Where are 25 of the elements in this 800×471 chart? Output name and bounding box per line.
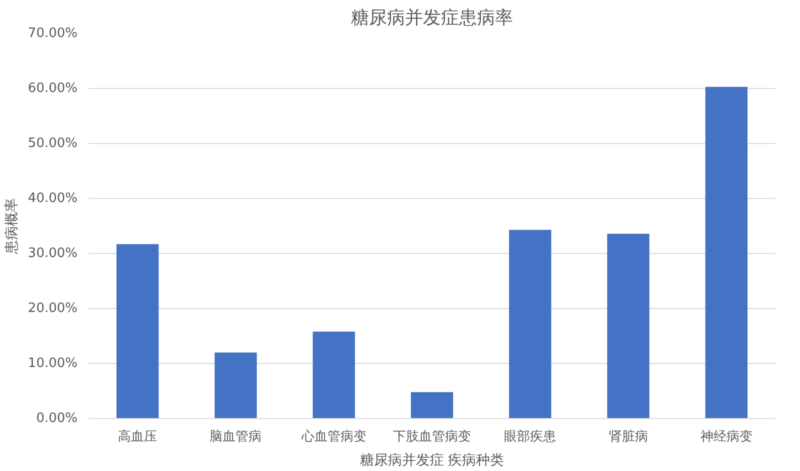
x-tick-label: 脑血管病 [210,430,262,444]
x-axis-title: 糖尿病并发症 疾病种类 [360,452,504,468]
bar [312,332,355,418]
x-tick-label: 高血压 [118,428,158,444]
y-tick-label: 60.00% [28,81,78,96]
bar [705,86,748,418]
bar [607,234,650,418]
bar [116,244,159,418]
y-tick-label: 70.00% [28,26,78,41]
bar [214,352,257,418]
y-tick-label: 0.00% [36,411,78,426]
bar [410,392,454,418]
bar [509,230,552,418]
x-tick-label: 眼部疾患 [504,430,556,444]
x-tick-label: 肾脏病 [608,430,648,444]
x-tick-label: 心血管病变 [300,428,366,444]
y-tick-label: 30.00% [28,246,78,261]
y-axis-title: 患病概率 [4,198,20,255]
x-tick-label: 下肢血管病变 [393,430,471,444]
y-tick-label: 20.00% [28,301,78,316]
x-tick-label: 神经病变 [700,430,752,444]
y-tick-label: 50.00% [28,136,78,151]
chart-title: 糖尿病并发症患病率 [351,8,513,28]
y-tick-label: 40.00% [28,191,78,206]
y-tick-label: 10.00% [28,356,78,371]
